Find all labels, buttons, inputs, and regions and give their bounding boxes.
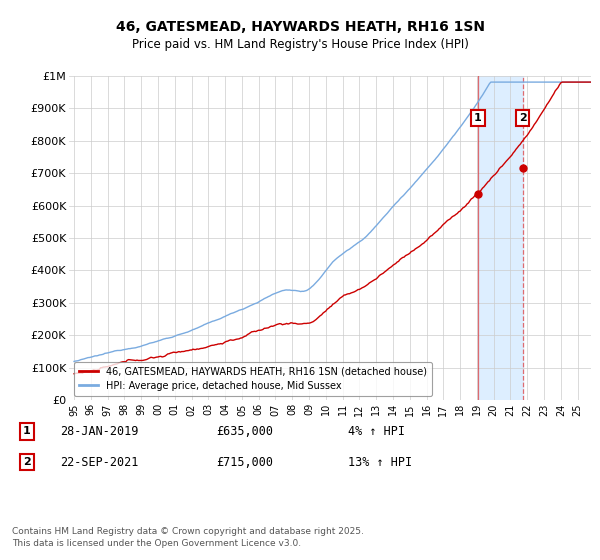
Text: 1: 1 bbox=[23, 426, 31, 436]
Text: 2: 2 bbox=[519, 113, 527, 123]
Legend: 46, GATESMEAD, HAYWARDS HEATH, RH16 1SN (detached house), HPI: Average price, de: 46, GATESMEAD, HAYWARDS HEATH, RH16 1SN … bbox=[74, 362, 432, 395]
Text: Contains HM Land Registry data © Crown copyright and database right 2025.
This d: Contains HM Land Registry data © Crown c… bbox=[12, 527, 364, 548]
Text: 4% ↑ HPI: 4% ↑ HPI bbox=[348, 424, 405, 438]
Text: 2: 2 bbox=[23, 457, 31, 467]
Text: 13% ↑ HPI: 13% ↑ HPI bbox=[348, 455, 412, 469]
Text: £635,000: £635,000 bbox=[216, 424, 273, 438]
Text: 1: 1 bbox=[474, 113, 482, 123]
Text: 46, GATESMEAD, HAYWARDS HEATH, RH16 1SN: 46, GATESMEAD, HAYWARDS HEATH, RH16 1SN bbox=[115, 20, 485, 34]
Text: 28-JAN-2019: 28-JAN-2019 bbox=[60, 424, 139, 438]
Bar bbox=[478, 76, 523, 400]
Text: Price paid vs. HM Land Registry's House Price Index (HPI): Price paid vs. HM Land Registry's House … bbox=[131, 38, 469, 52]
Text: 22-SEP-2021: 22-SEP-2021 bbox=[60, 455, 139, 469]
Text: £715,000: £715,000 bbox=[216, 455, 273, 469]
